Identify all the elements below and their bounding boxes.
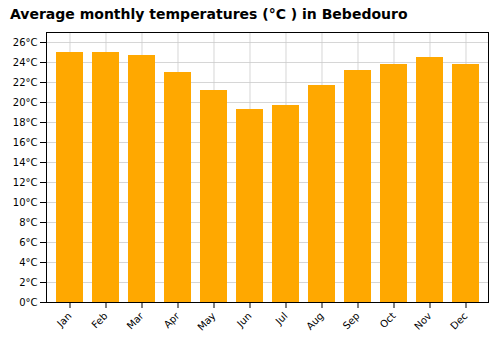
- svg-text:10°C: 10°C: [13, 197, 38, 208]
- svg-text:Mar: Mar: [125, 310, 147, 332]
- svg-text:Sep: Sep: [341, 310, 362, 331]
- svg-text:26°C: 26°C: [13, 37, 38, 48]
- svg-text:Dec: Dec: [448, 310, 469, 331]
- svg-text:14°C: 14°C: [13, 157, 38, 168]
- svg-text:Nov: Nov: [412, 310, 434, 332]
- svg-text:20°C: 20°C: [13, 97, 38, 108]
- svg-text:16°C: 16°C: [13, 137, 38, 148]
- svg-text:12°C: 12°C: [13, 177, 38, 188]
- svg-text:Oct: Oct: [378, 310, 398, 330]
- svg-text:Jan: Jan: [54, 310, 73, 329]
- svg-text:4°C: 4°C: [19, 257, 37, 268]
- svg-text:18°C: 18°C: [13, 117, 38, 128]
- svg-text:Aug: Aug: [304, 310, 326, 332]
- svg-text:Apr: Apr: [162, 310, 183, 331]
- svg-text:24°C: 24°C: [13, 57, 38, 68]
- svg-text:22°C: 22°C: [13, 77, 38, 88]
- svg-text:2°C: 2°C: [19, 277, 37, 288]
- html-text:Average monthly temperatures (: Average monthly temperatures (°C ) in Be…: [10, 6, 408, 22]
- svg-text:0°C: 0°C: [19, 297, 37, 308]
- svg-text:8°C: 8°C: [19, 217, 37, 228]
- svg-text:Feb: Feb: [89, 310, 109, 330]
- svg-text:Jun: Jun: [234, 310, 254, 330]
- svg-text:Jul: Jul: [273, 310, 290, 327]
- svg-text:May: May: [195, 310, 217, 332]
- svg-text:6°C: 6°C: [19, 237, 37, 248]
